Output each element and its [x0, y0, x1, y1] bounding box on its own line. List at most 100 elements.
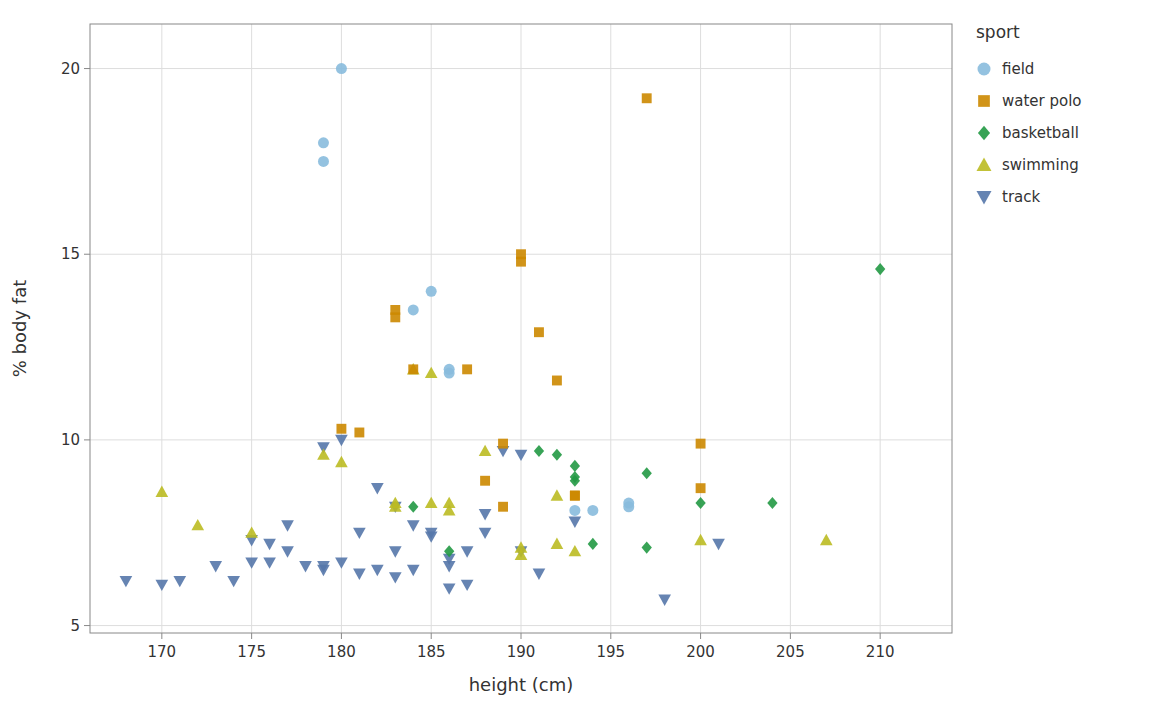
tick-label-x: 210: [866, 643, 895, 661]
point: [480, 476, 490, 486]
y-axis-label: % body fat: [9, 280, 30, 378]
grid: [90, 24, 952, 633]
point: [695, 497, 705, 509]
point: [587, 505, 598, 516]
tick-label-y: 5: [70, 617, 80, 635]
point: [443, 561, 456, 572]
tick-label-x: 185: [417, 643, 446, 661]
point: [569, 505, 580, 516]
point: [569, 517, 582, 528]
point: [335, 435, 348, 446]
legend-label: water polo: [1002, 92, 1082, 110]
point: [407, 363, 420, 374]
point: [390, 312, 400, 322]
legend-label: field: [1002, 60, 1034, 78]
point: [263, 557, 276, 568]
point: [425, 367, 438, 378]
point: [245, 557, 258, 568]
grid-line-y: [90, 68, 952, 69]
point: [318, 137, 329, 148]
point: [444, 545, 454, 557]
tick-y: [84, 68, 90, 69]
point: [534, 445, 544, 457]
ticks: 1701751801851901952002052105101520: [61, 60, 895, 661]
point: [533, 569, 546, 580]
tick-label-x: 195: [596, 643, 625, 661]
tick-label-x: 205: [776, 643, 805, 661]
series: [120, 435, 725, 606]
point: [336, 424, 346, 434]
tick-label-y: 20: [61, 60, 80, 78]
legend-label: basketball: [1002, 124, 1079, 142]
point: [389, 497, 402, 508]
point: [462, 364, 472, 374]
point: [694, 534, 707, 545]
point: [389, 572, 402, 583]
tick-label-x: 175: [237, 643, 266, 661]
point: [408, 364, 418, 374]
legend-label: track: [1002, 188, 1040, 206]
tick-label-x: 180: [327, 643, 356, 661]
point: [408, 304, 419, 315]
tick-x: [431, 633, 432, 639]
point: [353, 569, 366, 580]
point: [642, 93, 652, 103]
point: [156, 486, 169, 497]
point: [696, 439, 706, 449]
tick-label-y: 15: [61, 245, 80, 263]
tick-y: [84, 439, 90, 440]
point: [191, 519, 204, 530]
point: [336, 63, 347, 74]
point: [318, 156, 329, 167]
tick-label-x: 200: [686, 643, 715, 661]
point: [173, 576, 186, 587]
series: [156, 363, 833, 560]
point: [623, 498, 634, 509]
point: [317, 448, 330, 459]
points: [120, 63, 886, 606]
point: [425, 497, 438, 508]
x-axis-label: height (cm): [469, 674, 574, 695]
tick-x: [610, 633, 611, 639]
legend-marker: [978, 95, 990, 107]
point: [335, 456, 348, 467]
point: [389, 546, 402, 557]
point: [767, 497, 777, 509]
tick-y: [84, 254, 90, 255]
point: [299, 561, 312, 572]
tick-x: [251, 633, 252, 639]
tick-x: [880, 633, 881, 639]
point: [479, 445, 492, 456]
grid-line-x: [610, 24, 611, 633]
point: [371, 483, 384, 494]
grid-line-x: [161, 24, 162, 633]
point: [516, 257, 526, 267]
plot-frame: [90, 24, 952, 633]
point: [353, 528, 366, 539]
point: [712, 539, 725, 550]
point: [875, 263, 885, 275]
grid-line-x: [790, 24, 791, 633]
point: [281, 546, 294, 557]
point: [156, 580, 169, 591]
point: [570, 475, 580, 487]
point: [335, 557, 348, 568]
point: [317, 565, 330, 576]
point: [444, 364, 455, 375]
point: [263, 539, 276, 550]
legend-marker: [977, 191, 992, 204]
point: [588, 538, 598, 550]
legend-marker: [977, 158, 992, 171]
grid-line-x: [341, 24, 342, 633]
legend-marker: [978, 126, 990, 140]
tick-y: [84, 625, 90, 626]
point: [534, 327, 544, 337]
point: [479, 528, 492, 539]
chart: 1701751801851901952002052105101520height…: [0, 0, 1152, 711]
point: [570, 491, 580, 501]
point: [227, 576, 240, 587]
tick-x: [341, 633, 342, 639]
point: [407, 520, 420, 531]
point: [426, 286, 437, 297]
point: [443, 504, 456, 515]
